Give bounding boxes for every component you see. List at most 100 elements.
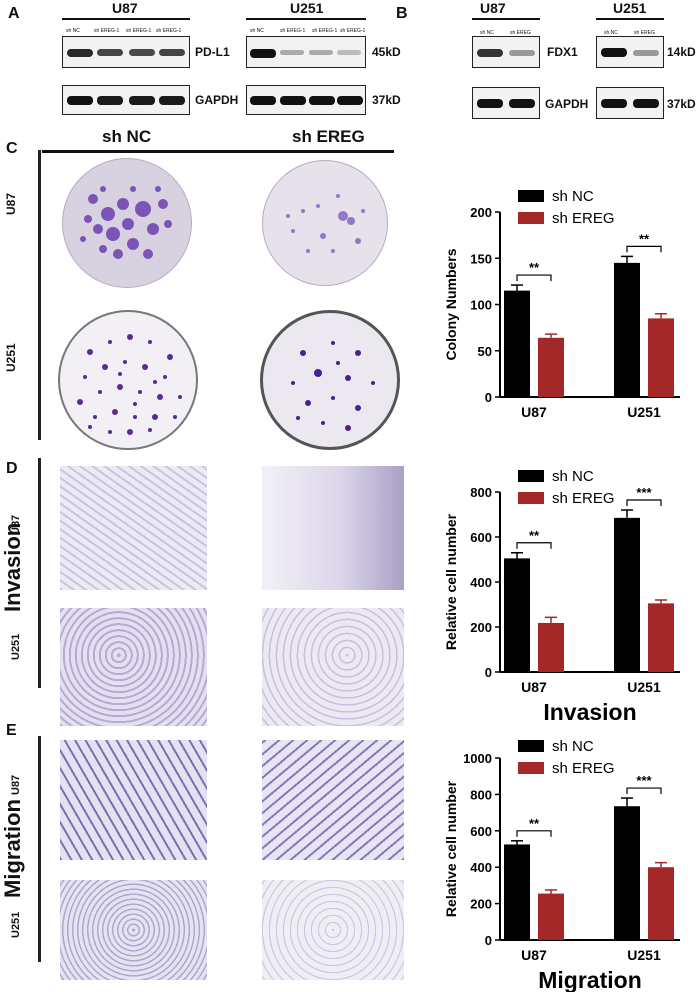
- y-tick-label: 0: [485, 390, 492, 405]
- section-d-row-u251: U251: [10, 633, 22, 660]
- bar-u251-sh-ereg: [648, 867, 674, 940]
- x-axis-label: Migration: [538, 967, 642, 992]
- migration-image-shnc-u251: [60, 880, 207, 980]
- y-tick-label: 400: [470, 575, 492, 590]
- section-e-side-bar: [38, 736, 41, 962]
- significance-mark: **: [529, 260, 540, 275]
- panel-label-d: D: [6, 460, 18, 477]
- significance-mark: ***: [636, 485, 652, 500]
- blot-b-gapdh-u87: [472, 87, 540, 119]
- blot-a-u251-header: U251: [290, 0, 324, 16]
- legend-swatch: [518, 762, 544, 774]
- blot-b-u87-line: [472, 18, 540, 20]
- blot-b-14kd: 14kD: [667, 45, 696, 59]
- migration-image-shereg-u251: [262, 880, 404, 980]
- invasion-chart: 0 200 400 600 800 Relative cell number ** U87 **…: [443, 468, 680, 725]
- blot-a-lane-2: sh EREG-1: [94, 28, 120, 34]
- x-tick-label: U87: [521, 679, 547, 695]
- bar-u87-sh-ereg: [538, 893, 564, 940]
- bar-u87-sh-ereg: [538, 337, 564, 397]
- bar-u251-sh-nc: [614, 262, 640, 397]
- invasion-image-shnc-u251: [60, 608, 207, 726]
- colony-plate-shnc-u87: [62, 158, 192, 288]
- significance-bracket: [516, 274, 552, 282]
- colony-numbers-chart: 0 50 100 150 200 Colony Numbers ** U87 ** U251 sh …: [443, 188, 680, 420]
- legend-swatch: [518, 492, 544, 504]
- blot-a-lane-3: sh EREG-1: [126, 28, 152, 34]
- significance-mark: **: [529, 816, 540, 831]
- x-tick-label: U251: [627, 947, 661, 963]
- y-tick-label: 200: [470, 897, 492, 912]
- x-tick-label: U87: [521, 404, 547, 420]
- blot-b-u251-header: U251: [613, 0, 647, 16]
- blot-a-lane-5: sh NC: [250, 28, 264, 34]
- blot-a-lane-4: sh EREG-1: [156, 28, 182, 34]
- migration-chart: 0 200 400 600 800 1000 Relative cell number ** U…: [443, 738, 680, 992]
- x-tick-label: U251: [627, 404, 661, 420]
- blot-b-lane-2: sh EREG: [510, 30, 531, 36]
- y-tick-label: 200: [470, 620, 492, 635]
- section-c-row-u251: U251: [4, 343, 18, 372]
- blot-a-37kd: 37kD: [372, 93, 401, 107]
- y-tick-label: 600: [470, 530, 492, 545]
- blot-a-pdl1-label: PD-L1: [195, 45, 230, 59]
- colony-dots: [80, 186, 172, 259]
- panel-label-c: C: [6, 140, 18, 157]
- colony-plate-shereg-u87: [262, 160, 388, 286]
- x-tick-label: U87: [521, 947, 547, 963]
- y-tick-label: 0: [485, 933, 492, 948]
- significance-bracket: [626, 245, 662, 253]
- blot-a-pdl1-u251: [246, 36, 366, 68]
- section-c-row-u87: U87: [4, 192, 18, 215]
- significance-bracket: [516, 830, 552, 837]
- y-tick-label: 100: [470, 298, 492, 313]
- bar-u251-sh-nc: [614, 806, 640, 940]
- blot-b-gapdh-u251: [596, 87, 664, 119]
- bar-u87-sh-nc: [504, 290, 530, 397]
- legend-label: sh EREG: [552, 490, 615, 507]
- y-tick-label: 1000: [463, 751, 492, 766]
- blot-a-gapdh-u87: [62, 85, 190, 115]
- blot-a-45kd: 45kD: [372, 45, 401, 59]
- blot-b-lane-1: sh NC: [480, 30, 494, 36]
- bar-u251-sh-ereg: [648, 318, 674, 397]
- legend-label: sh NC: [552, 188, 594, 205]
- blot-b-gapdh-label: GAPDH: [545, 97, 589, 111]
- y-tick-label: 0: [485, 665, 492, 680]
- colony-plate-shereg-u251: [260, 310, 400, 450]
- significance-mark: **: [529, 528, 540, 543]
- significance-mark: **: [639, 231, 650, 246]
- blot-b-37kd: 37kD: [667, 97, 696, 111]
- x-axis-label: Invasion: [543, 699, 636, 725]
- blot-b-lane-3: sh NC: [604, 30, 618, 36]
- blot-b-u251-line: [596, 18, 664, 20]
- invasion-image-shnc-u87: [60, 466, 207, 590]
- blot-a-u87-header: U87: [112, 0, 138, 16]
- y-tick-label: 600: [470, 824, 492, 839]
- y-tick-label: 800: [470, 485, 492, 500]
- significance-bracket: [626, 499, 662, 506]
- blot-a-pdl1-u87: [62, 36, 190, 68]
- legend-swatch: [518, 190, 544, 202]
- legend-swatch: [518, 212, 544, 224]
- legend-label: sh NC: [552, 738, 594, 755]
- blot-b-fdx1-u87: [472, 36, 540, 68]
- y-tick-label: 200: [470, 205, 492, 220]
- bar-u251-sh-nc: [614, 517, 640, 672]
- section-e-migration-label: Migration: [0, 799, 25, 898]
- bar-u251-sh-ereg: [648, 603, 674, 672]
- section-e-row-u87: U87: [10, 774, 22, 795]
- invasion-image-shereg-u87: [262, 466, 404, 590]
- significance-bracket: [626, 787, 662, 795]
- blot-b-lane-4: sh EREG: [634, 30, 655, 36]
- panel-label-b: B: [396, 5, 408, 22]
- blot-a-u87-line: [62, 18, 190, 20]
- invasion-image-shereg-u251: [262, 608, 404, 726]
- section-c-side-bar: [38, 150, 41, 440]
- blot-a-gapdh-u251: [246, 85, 366, 115]
- blot-a-gapdh-label: GAPDH: [195, 93, 239, 107]
- blot-b-fdx1-label: FDX1: [547, 45, 578, 59]
- y-axis-label: Relative cell number: [443, 513, 459, 650]
- y-axis-label: Relative cell number: [443, 780, 459, 917]
- panel-label-a: A: [8, 5, 20, 22]
